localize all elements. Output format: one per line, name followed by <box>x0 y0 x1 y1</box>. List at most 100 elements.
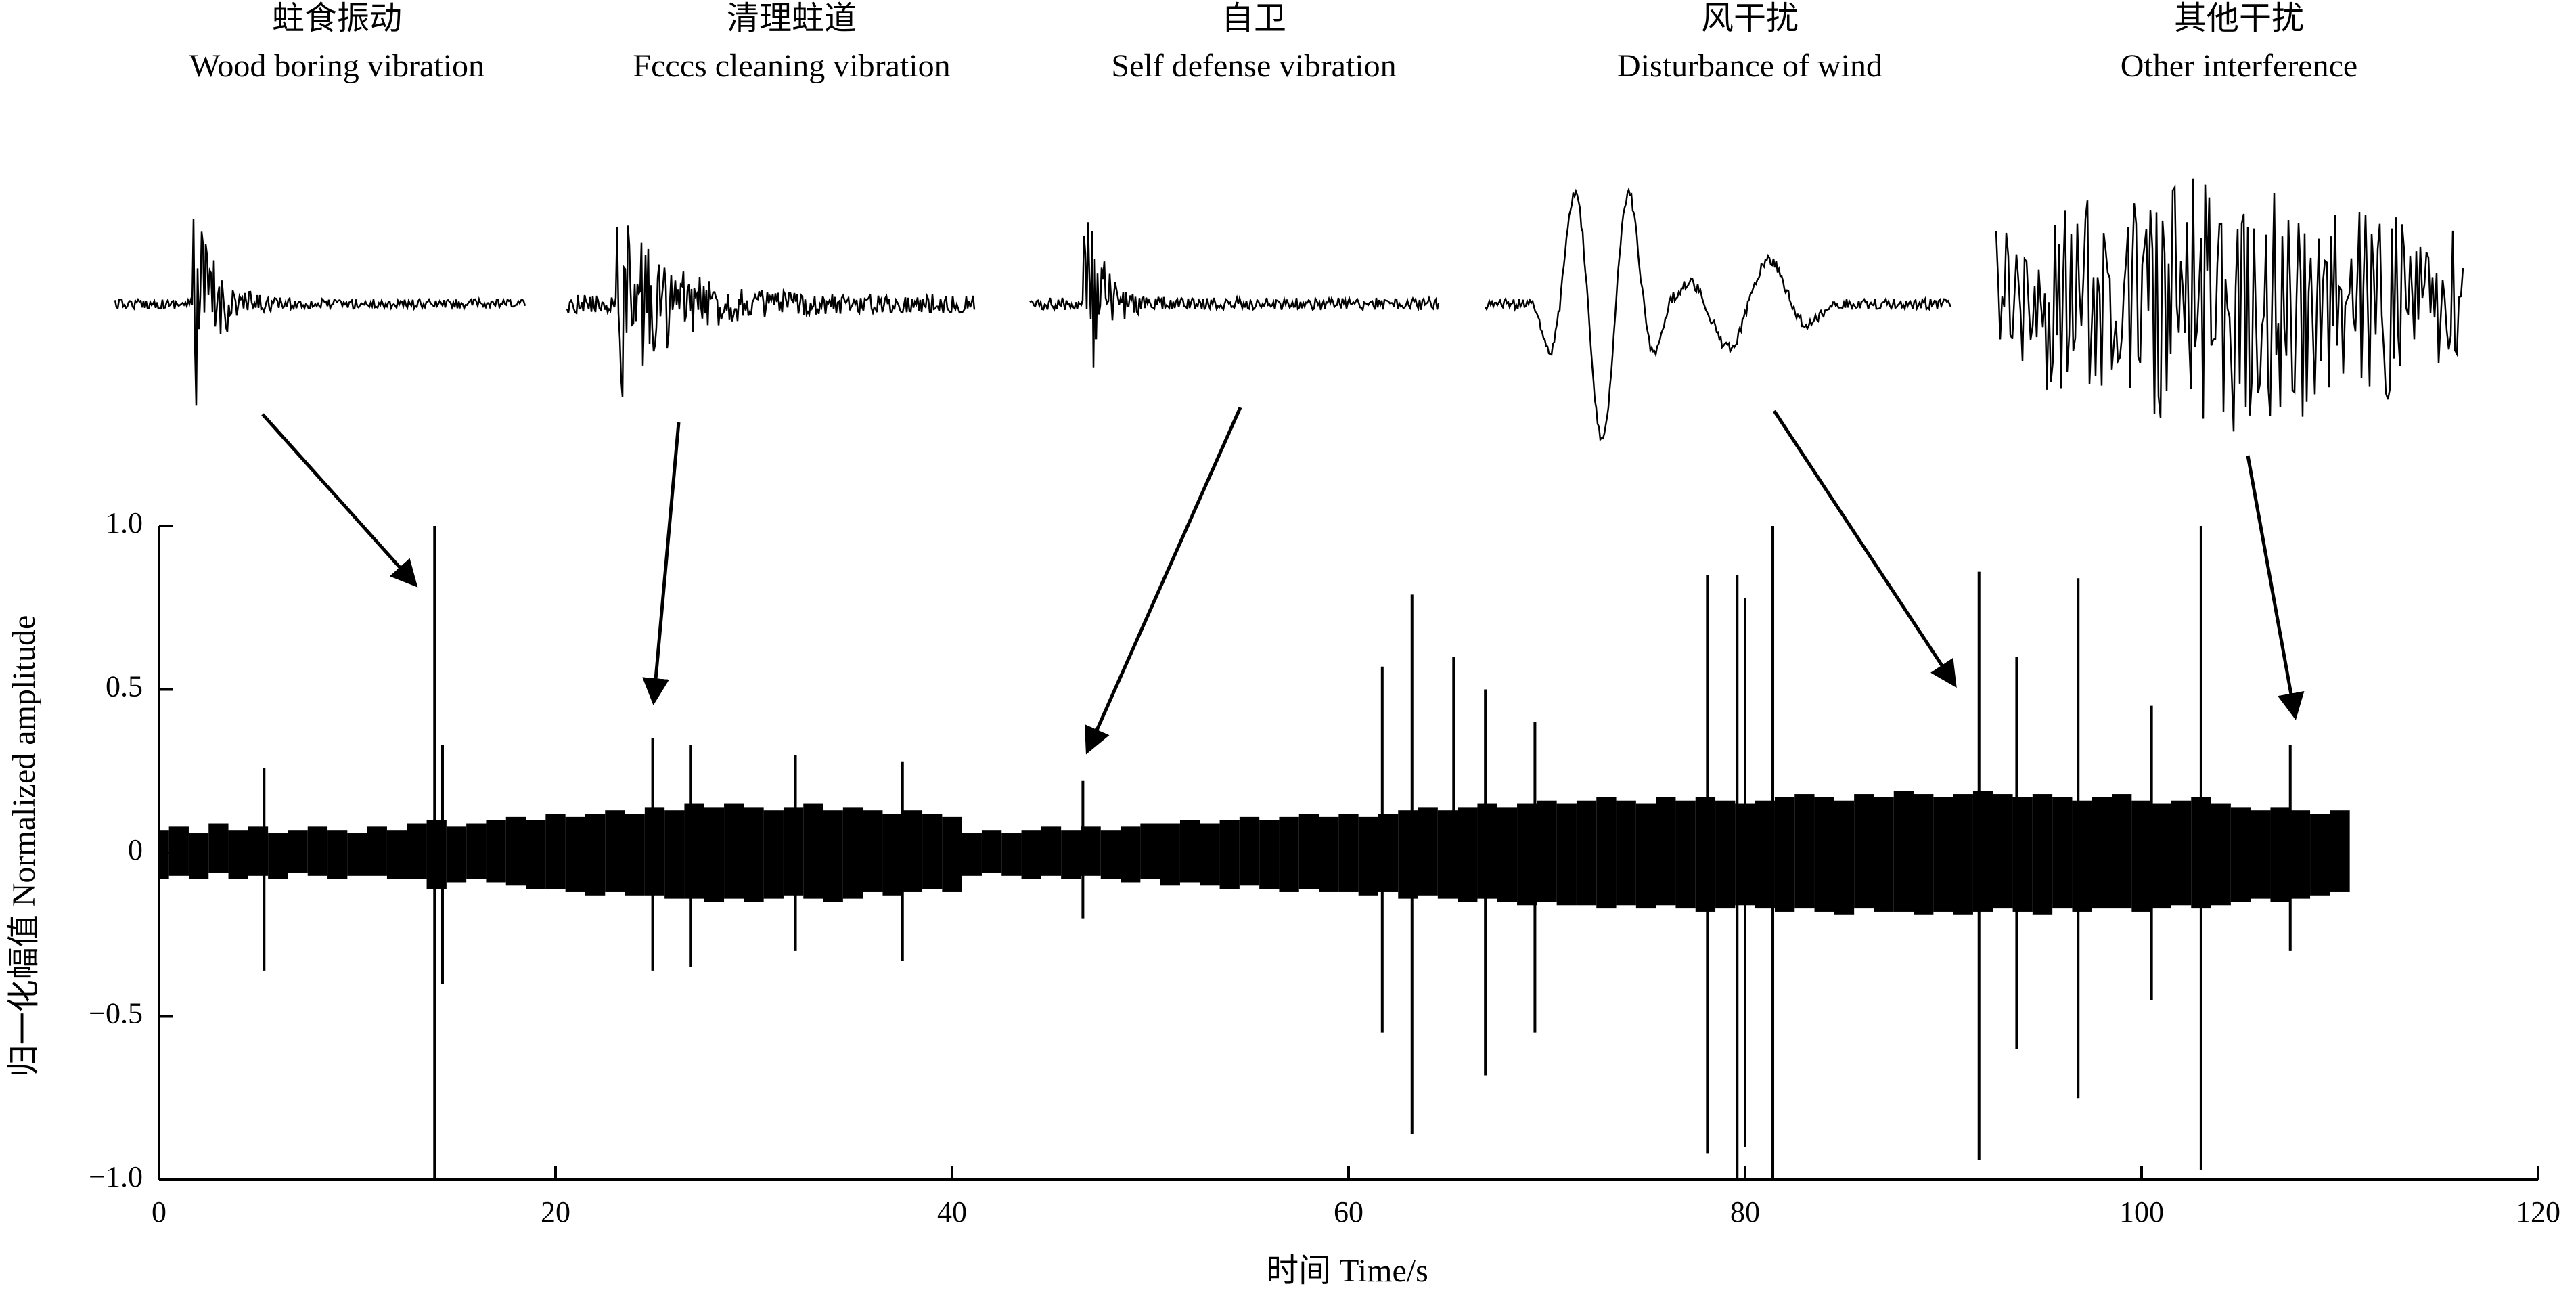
signal-band <box>2092 797 2112 909</box>
annotation-zh: 蛀食振动 <box>272 1 402 37</box>
x-tick-label: 60 <box>1334 1195 1363 1229</box>
signal-band <box>664 810 685 899</box>
signal-band <box>1319 816 1339 892</box>
signal-band <box>1993 794 2013 909</box>
signal-band <box>644 807 665 896</box>
signal-band <box>505 816 526 886</box>
x-tick-label: 40 <box>937 1195 967 1229</box>
signal-band <box>1715 800 1736 909</box>
signal-band <box>168 826 189 876</box>
annotation-en: Disturbance of wind <box>1617 48 1882 84</box>
signal-band <box>386 830 407 879</box>
signal-band <box>307 826 328 876</box>
signal-band <box>327 830 348 879</box>
signal-band <box>1041 826 1062 876</box>
signal-band <box>1061 830 1081 879</box>
signal-band <box>1914 794 1934 915</box>
annotation-zh: 清理蛀道 <box>727 1 857 37</box>
signal-band <box>1219 820 1240 889</box>
signal-band <box>2310 814 2330 896</box>
signal-band <box>803 803 823 899</box>
signal-band <box>1398 810 1418 899</box>
signal-band <box>2072 800 2092 912</box>
signal-band <box>1021 830 1041 879</box>
x-tick-label: 0 <box>152 1195 166 1229</box>
signal-band <box>2032 794 2053 915</box>
inset-waveform <box>1029 222 1440 368</box>
signal-band <box>228 830 248 879</box>
signal-band <box>1656 797 1676 906</box>
y-axis-label: 归一化幅值 Normalized amplitude <box>6 615 42 1078</box>
signal-band <box>1140 823 1160 879</box>
x-axis-label: 时间 Time/s <box>1266 1253 1428 1289</box>
signal-band <box>1794 794 1815 909</box>
signal-band <box>2251 810 2271 899</box>
signal-band <box>208 823 229 873</box>
arrows <box>261 406 2305 755</box>
inset-waveform <box>1995 178 2464 432</box>
signal-band <box>625 814 645 896</box>
annotation-en: Other interference <box>2121 48 2357 84</box>
signal-band <box>1616 800 1636 906</box>
signal-band <box>188 833 209 879</box>
signal-band <box>288 830 308 873</box>
signal-band <box>1160 823 1180 886</box>
arrow <box>642 422 681 705</box>
signal-band <box>1121 826 1141 883</box>
signal-band <box>744 807 764 902</box>
x-tick-label: 100 <box>2119 1195 2164 1229</box>
signal-band <box>1239 816 1260 886</box>
signal-band <box>1933 797 1953 912</box>
signal-band <box>704 807 725 902</box>
inset-waveform <box>114 219 526 406</box>
x-tick-label: 20 <box>541 1195 570 1229</box>
signal-band <box>1279 816 1299 892</box>
signal-band <box>2151 803 2171 909</box>
signal-band <box>942 816 962 892</box>
signal-band <box>2211 803 2231 906</box>
signal-band <box>1953 794 1973 915</box>
signal-band <box>1458 807 1478 902</box>
annotation-zh: 风干扰 <box>1701 1 1799 37</box>
signal-band <box>1298 814 1319 889</box>
y-tick-label: 0 <box>128 833 143 866</box>
signal-band <box>1477 803 1497 899</box>
signal-band <box>1497 807 1518 902</box>
signal-band <box>1001 833 1022 876</box>
signal-band <box>684 803 704 899</box>
signal-band <box>1576 800 1597 906</box>
signal-band <box>763 810 784 899</box>
signal-band <box>1814 797 1834 912</box>
signal-band <box>2270 807 2290 902</box>
signal-band <box>1418 807 1438 896</box>
signal-band <box>2052 797 2073 909</box>
signal-band <box>565 816 585 892</box>
signal-band <box>783 807 804 896</box>
signal-band <box>1972 791 1993 912</box>
signal-band <box>724 803 744 899</box>
plot-area <box>159 526 2350 1180</box>
x-tick-label: 120 <box>2516 1195 2560 1229</box>
signal-band <box>526 820 546 889</box>
arrow <box>1084 406 1242 755</box>
signal-band <box>1635 803 1656 909</box>
signal-band <box>1358 816 1378 896</box>
signal-band <box>2290 810 2311 899</box>
signal-band <box>1854 794 1874 909</box>
signal-band <box>1893 791 1914 912</box>
signal-band <box>486 820 506 883</box>
signal-band <box>2131 800 2152 912</box>
signal-band <box>922 814 943 889</box>
signal-band <box>1834 800 1855 915</box>
inset-waveform <box>1484 186 1952 442</box>
annotations: 蛀食振动 Wood boring vibration 清理蛀道 Fcccs cl… <box>189 1 2357 84</box>
inset-waveform <box>566 225 976 397</box>
signal-band <box>367 826 387 876</box>
signal-band <box>1338 814 1359 892</box>
annotation-en: Fcccs cleaning vibration <box>633 48 950 84</box>
arrow <box>2246 455 2305 720</box>
signal-band <box>962 833 982 876</box>
x-tick-label: 80 <box>1730 1195 1760 1229</box>
annotation-zh: 其他干扰 <box>2174 1 2304 37</box>
